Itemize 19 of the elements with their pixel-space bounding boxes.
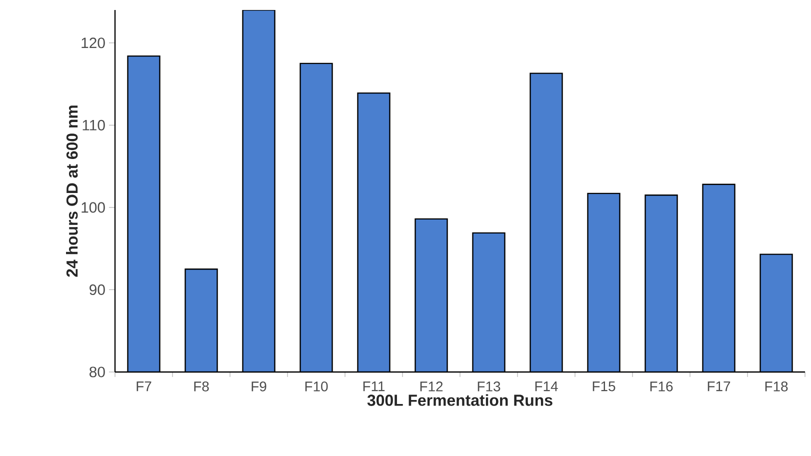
x-tick-label: F17: [708, 382, 730, 392]
x-tick-label: F7: [136, 382, 152, 392]
y-tick-label: 120: [82, 38, 105, 48]
x-tick-label: F12: [420, 381, 443, 392]
y-tick-label: 100: [82, 202, 105, 213]
y-tick-label: 110: [82, 120, 105, 130]
x-tick-label: F15: [592, 382, 616, 392]
x-tick-label: F14: [535, 382, 558, 392]
y-tick-label: 90: [90, 284, 105, 295]
x-tick-label: F10: [305, 381, 328, 392]
y-axis-title: 24 hours OD at 600 nm: [66, 106, 78, 277]
x-tick-label: F9: [252, 381, 266, 392]
x-tick-label: F11: [363, 382, 385, 392]
y-tick-label: 80: [90, 366, 105, 378]
x-tick-label: F18: [765, 381, 788, 392]
x-tick-label: F13: [478, 381, 500, 392]
x-tick-label: F8: [194, 381, 209, 392]
x-axis-title: 300L Fermentation Runs: [367, 394, 552, 406]
x-tick-label: F16: [650, 381, 673, 392]
